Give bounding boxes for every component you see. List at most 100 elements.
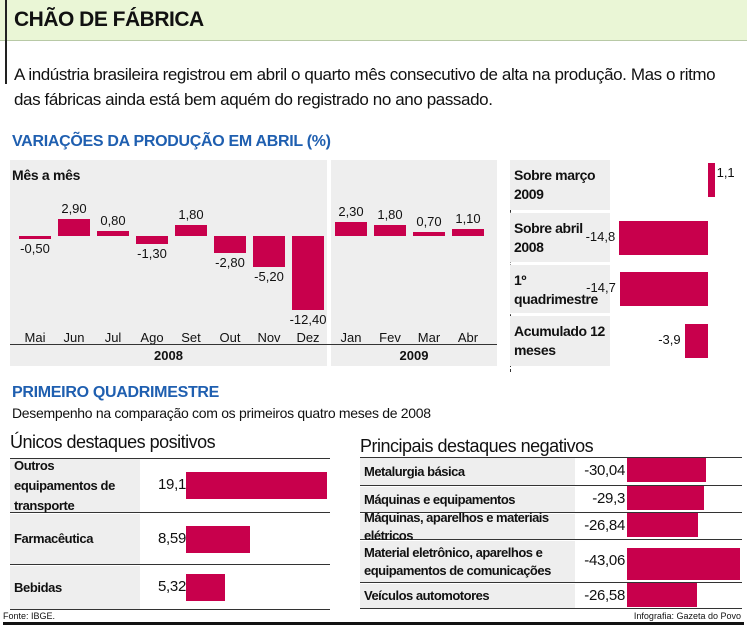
negative-row: Máquinas e equipamentos -29,3 <box>360 486 742 513</box>
bar <box>186 525 250 553</box>
bar <box>619 220 708 255</box>
bar-Jul <box>97 231 129 236</box>
divider <box>10 458 330 459</box>
positive-title: Únicos destaques positivos <box>10 432 216 452</box>
bar-Set <box>175 225 207 236</box>
value-label: -14,8 <box>585 228 616 244</box>
value-label: 2,90 <box>61 200 87 216</box>
row-label: Metalurgia básica <box>360 458 575 485</box>
month-label: Nov <box>257 330 281 345</box>
bar-Out <box>214 236 246 253</box>
value-label: -29,3 <box>592 490 625 507</box>
bar-Nov <box>253 236 285 268</box>
monthly-subtitle: Mês a mês <box>12 167 81 183</box>
row-label: Farmacêutica <box>10 514 140 564</box>
bar-Dez <box>292 236 324 311</box>
year-separator <box>327 160 331 366</box>
row-label: Sobre abril 2008 <box>510 213 610 262</box>
bar-Jun <box>58 218 90 236</box>
value-label: -26,58 <box>584 586 625 604</box>
month-label: Mai <box>24 330 46 345</box>
bar-Ago <box>136 236 168 244</box>
section-subtitle: Desempenho na comparação com os primeiro… <box>12 405 431 421</box>
header-band <box>0 0 747 41</box>
value-label: -26,84 <box>584 517 625 534</box>
bar-Fev <box>374 225 406 236</box>
month-label: Set <box>181 330 201 345</box>
row-label: Material eletrônico, aparelhos e equipam… <box>360 541 575 582</box>
value-label: -0,50 <box>20 241 50 256</box>
row-label: 1º quadrimestre <box>510 265 610 313</box>
bar <box>186 472 328 499</box>
negative-row: Veículos automotores -26,58 <box>360 582 742 609</box>
month-label: Abr <box>457 330 479 345</box>
axis-line <box>10 344 497 345</box>
footer-rule <box>3 622 744 625</box>
divider <box>360 457 742 458</box>
bar-Abr <box>452 229 484 236</box>
section-title: PRIMEIRO QUADRIMESTRE <box>12 384 220 401</box>
monthly-chart: Mês a mês -0,50 Mai 2,90 Jun 0,80 Jul -1,30 Ago… <box>10 160 497 366</box>
header-rule <box>5 0 7 84</box>
value-label: -12,40 <box>289 312 327 328</box>
month-label: Jun <box>63 330 85 345</box>
negative-row: Metalurgia básica -30,04 <box>360 458 742 486</box>
bar <box>627 582 697 607</box>
bar-Jan <box>335 222 367 236</box>
row-label: Sobre março 2009 <box>510 160 610 210</box>
month-label: Ago <box>140 330 164 345</box>
negative-row: Material eletrônico, aparelhos e equipam… <box>360 541 742 583</box>
value-label: 1,1 <box>716 165 735 180</box>
bar-Mai <box>19 236 51 239</box>
comparison-chart: Sobre março 2009 1,1 Sobre abril 2008 -14,8… <box>510 160 742 372</box>
value-label: -30,04 <box>584 462 625 479</box>
value-label: 2,30 <box>338 204 364 220</box>
bar <box>627 486 705 510</box>
year-label-2008: 2008 <box>154 348 183 363</box>
intro-text: A indústria brasileira registrou em abri… <box>14 65 716 109</box>
month-label: Jul <box>104 330 122 345</box>
bar <box>627 548 741 580</box>
value-label: -2,80 <box>215 254 245 270</box>
value-label: 19,1 <box>158 476 186 493</box>
positive-row: Outros equipamentos de transporte 19,1 <box>10 458 330 513</box>
month-label: Dez <box>296 330 320 345</box>
row-label: Acumulado 12 meses <box>510 316 610 366</box>
page-title: CHÃO DE FÁBRICA <box>14 8 204 31</box>
comparison-row: 1º quadrimestre -14,7 <box>510 265 742 313</box>
bar <box>708 163 715 197</box>
bar <box>619 272 708 306</box>
value-label: -14,7 <box>586 280 616 295</box>
value-label: 1,80 <box>178 207 204 223</box>
comparison-row: Sobre março 2009 1,1 <box>510 160 742 210</box>
value-label: 0,80 <box>100 213 126 229</box>
bar <box>684 324 708 358</box>
row-label: Máquinas e equipamentos <box>360 487 575 512</box>
value-label: -3,9 <box>658 332 681 347</box>
month-label: Jan <box>340 330 362 345</box>
value-label: 8,59 <box>158 529 186 547</box>
month-label: Mar <box>417 330 441 345</box>
value-label: -5,20 <box>254 269 284 285</box>
month-label: Out <box>219 330 241 345</box>
comparison-row: Acumulado 12 meses -3,9 <box>510 316 742 366</box>
row-label: Outros equipamentos de transporte <box>10 458 140 513</box>
bar <box>627 513 698 537</box>
value-label: 1,80 <box>377 207 403 223</box>
row-label: Máquinas, aparelhos e materiais elétrico… <box>360 510 575 543</box>
bar-Mar <box>413 231 445 236</box>
value-label: 5,32 <box>158 578 186 595</box>
value-label: -43,06 <box>584 552 625 569</box>
positive-row: Farmacêutica 8,59 <box>10 514 330 565</box>
row-label: Bebidas <box>10 566 140 609</box>
month-label: Fev <box>379 330 401 345</box>
chart-title: VARIAÇÕES DA PRODUÇÃO EM ABRIL (%) <box>12 133 331 150</box>
value-label: 0,70 <box>416 213 442 229</box>
year-label-2009: 2009 <box>399 348 429 363</box>
source-note: Fonte: IBGE. <box>3 611 56 621</box>
credit-note: Infografia: Gazeta do Povo <box>633 611 741 621</box>
negative-row: Máquinas, aparelhos e materiais elétrico… <box>360 510 742 543</box>
bar <box>186 574 226 601</box>
bar <box>627 458 706 482</box>
comparison-row: Sobre abril 2008 -14,8 <box>510 213 742 262</box>
